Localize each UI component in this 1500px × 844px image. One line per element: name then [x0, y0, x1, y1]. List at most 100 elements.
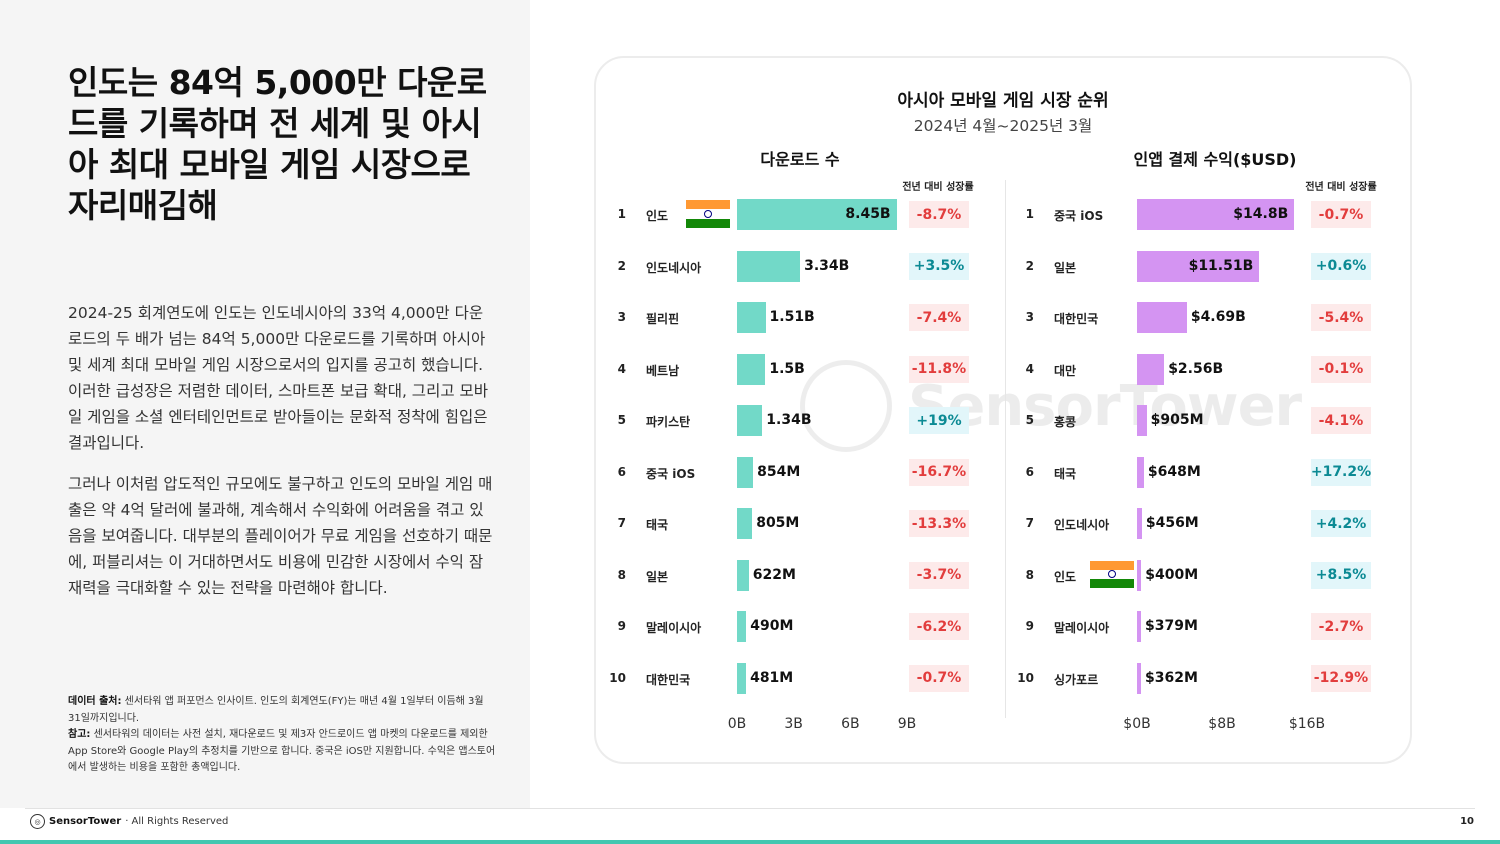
rank-label: 6 [617, 464, 626, 479]
footer-brand: ◎ SensorTower · All Rights Reserved [30, 814, 228, 829]
downloads-value-label: 805M [756, 515, 800, 531]
country-label: 인도네시아 [1054, 518, 1110, 532]
revenue-axis-tick: $16B [1288, 716, 1326, 732]
downloads-axis-tick: 0B [727, 716, 747, 732]
downloads-growth-label: -11.8% [909, 355, 969, 383]
revenue-growth-label: -12.9% [1311, 664, 1371, 692]
downloads-panel-title: 다운로드 수 [760, 150, 840, 169]
revenue-growth-label: -4.1% [1311, 407, 1371, 434]
revenue-growth-label: +8.5% [1311, 561, 1371, 589]
rank-label: 10 [609, 670, 626, 685]
downloads-axis-tick: 6B [841, 716, 860, 732]
headline: 인도는 84억 5,000만 다운로드를 기록하며 전 세계 및 아시아 최대 … [68, 63, 487, 225]
revenue-bar [1137, 353, 1165, 385]
downloads-value-label: 1.34B [766, 412, 812, 428]
revenue-bar [1137, 250, 1260, 282]
country-label: 대한민국 [646, 672, 691, 687]
footnote-note-label: 참고: [68, 729, 91, 740]
country-label: 일본 [646, 569, 669, 584]
revenue-axis-tick: $0B [1123, 716, 1151, 732]
downloads-axis-tick: 9B [897, 716, 917, 732]
downloads-value-label: 854M [757, 463, 801, 480]
downloads-value-label: 622M [752, 566, 796, 583]
revenue-growth-label: +0.6% [1311, 252, 1371, 280]
rank-label: 6 [1025, 464, 1034, 479]
country-label: 인도네시아 [646, 260, 702, 275]
revenue-bar [1137, 302, 1187, 333]
sensortower-logo-icon: ◎ [30, 814, 45, 829]
rank-label: 8 [617, 567, 626, 582]
body-paragraph-2: 그러나 이처럼 압도적인 규모에도 불구하고 인도의 모바일 게임 매출은 약 … [68, 475, 493, 597]
downloads-growth-header: 전년 대비 성장률 [902, 182, 974, 193]
downloads-growth-label: +19% [909, 407, 969, 434]
country-label: 일본 [1054, 260, 1077, 275]
country-label: 태국 [646, 518, 669, 532]
downloads-bar [737, 353, 766, 385]
left-panel [0, 0, 530, 808]
downloads-growth-label: -16.7% [909, 458, 969, 486]
country-label: 홍콩 [1054, 415, 1077, 429]
revenue-bar [1137, 199, 1295, 230]
downloads-value-label: 481M [750, 669, 794, 686]
rank-label: 5 [617, 413, 626, 427]
rank-label: 10 [1017, 670, 1034, 685]
watermark-logo-icon [800, 360, 892, 452]
downloads-bar [737, 302, 766, 333]
country-label: 말레이시아 [1054, 621, 1110, 635]
rank-label: 9 [617, 619, 626, 633]
downloads-growth-label: -8.7% [909, 201, 969, 228]
footnote-source-label: 데이터 출처: [68, 696, 122, 707]
bottom-accent-bar [0, 840, 1500, 844]
body-paragraph-1: 2024-25 회계연도에 인도는 인도네시아의 33억 4,000만 다운로드… [68, 304, 489, 452]
downloads-growth-label: -7.4% [909, 304, 969, 331]
downloads-growth-label: -6.2% [909, 613, 969, 640]
footnote: 데이터 출처: 센서타워 앱 퍼포먼스 인사이트. 인도의 회계연도(FY)는 … [68, 694, 496, 777]
downloads-bar [737, 456, 754, 488]
rank-label: 4 [617, 361, 626, 376]
country-label: 태국 [1054, 466, 1077, 481]
footer-rights: · All Rights Reserved [125, 816, 229, 827]
revenue-value-label: $379M [1145, 618, 1198, 634]
downloads-value-label: 1.5B [769, 360, 805, 377]
downloads-value-label: 490M [750, 618, 794, 634]
downloads-value-label: 8.45B [845, 206, 891, 222]
rank-label: 7 [617, 516, 626, 530]
revenue-growth-label: -5.4% [1311, 304, 1371, 331]
chart-subtitle: 2024년 4월~2025년 3월 [913, 117, 1093, 135]
downloads-bar [737, 559, 749, 591]
rank-label: 4 [1025, 361, 1034, 376]
rank-label: 2 [617, 258, 626, 273]
rank-label: 1 [1025, 207, 1034, 221]
country-label: 필리핀 [646, 312, 680, 326]
country-label: 싱가포르 [1054, 672, 1099, 687]
country-label: 대만 [1054, 363, 1077, 378]
country-label: 말레이시아 [646, 621, 702, 635]
downloads-bar [737, 405, 763, 436]
country-label: 베트남 [646, 363, 680, 378]
revenue-bar [1137, 456, 1144, 488]
downloads-bar [737, 611, 747, 642]
revenue-value-label: $4.69B [1190, 309, 1246, 325]
chart-card [594, 56, 1412, 764]
rank-label: 2 [1025, 258, 1034, 273]
rank-label: 8 [1025, 567, 1034, 582]
rank-label: 1 [617, 207, 626, 221]
downloads-growth-label: -13.3% [909, 510, 969, 537]
downloads-axis-tick: 3B [784, 716, 803, 732]
chart-title: 아시아 모바일 게임 시장 순위 [897, 91, 1109, 111]
revenue-value-label: $456M [1145, 515, 1199, 531]
revenue-value-label: $648M [1147, 463, 1201, 480]
footer-divider [25, 808, 1475, 809]
revenue-growth-label: +17.2% [1311, 458, 1371, 486]
revenue-growth-label: -0.1% [1311, 355, 1371, 383]
revenue-value-label: $400M [1145, 566, 1199, 583]
revenue-panel-title: 인앱 결제 수익($USD) [1133, 150, 1297, 169]
footnote-note-text: 센서타워의 데이터는 사전 설치, 재다운로드 및 제3자 안드로이드 앱 마켓… [68, 729, 496, 773]
page-number: 10 [1460, 816, 1474, 827]
country-label: 인도 [646, 209, 669, 223]
rank-label: 7 [1025, 516, 1034, 530]
revenue-bar [1137, 508, 1142, 539]
country-label: 대한민국 [1054, 312, 1099, 326]
revenue-value-label: $362M [1145, 669, 1198, 686]
revenue-bar [1137, 405, 1147, 436]
